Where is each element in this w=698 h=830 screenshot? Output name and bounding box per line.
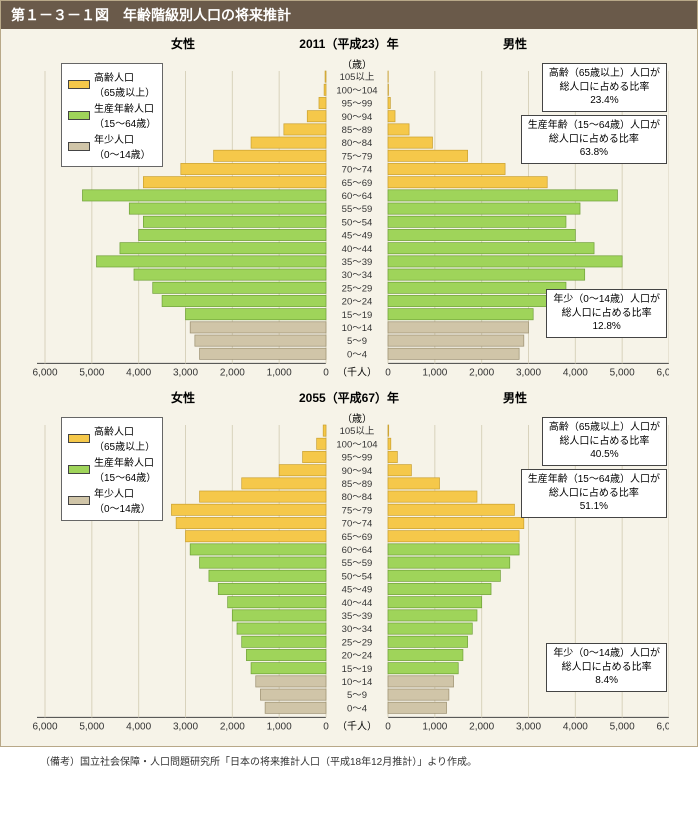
svg-text:30～34: 30～34 xyxy=(342,270,373,281)
svg-text:1,000: 1,000 xyxy=(422,722,447,733)
svg-text:95～99: 95～99 xyxy=(342,99,373,110)
svg-text:75～79: 75～79 xyxy=(342,151,373,162)
svg-text:（歳）: （歳） xyxy=(342,413,372,425)
svg-text:6,000: 6,000 xyxy=(656,367,669,378)
svg-text:50～54: 50～54 xyxy=(342,572,373,583)
svg-text:5,000: 5,000 xyxy=(79,367,104,378)
svg-text:5,000: 5,000 xyxy=(610,367,635,378)
svg-text:2,000: 2,000 xyxy=(469,722,494,733)
svg-text:6,000: 6,000 xyxy=(656,722,669,733)
svg-text:4,000: 4,000 xyxy=(563,367,588,378)
footnote: （備考）国立社会保障・人口問題研究所「日本の将来推計人口（平成18年12月推計）… xyxy=(0,747,698,770)
pyramid-block: 女性 2055（平成67）年 男性 高齢人口（65歳以上） 生産年齢人口（15～… xyxy=(1,383,697,737)
svg-text:80～84: 80～84 xyxy=(342,493,373,504)
svg-text:0: 0 xyxy=(385,367,391,378)
legend: 高齢人口（65歳以上） 生産年齢人口（15～64歳） 年少人口（0～14歳） xyxy=(61,417,163,521)
svg-text:5～9: 5～9 xyxy=(347,691,367,702)
svg-text:40～44: 40～44 xyxy=(342,244,373,255)
svg-text:2,000: 2,000 xyxy=(469,367,494,378)
callout: 高齢（65歳以上）人口が総人口に占める比率23.4% xyxy=(542,63,667,112)
svg-text:3,000: 3,000 xyxy=(516,367,541,378)
svg-text:40～44: 40～44 xyxy=(342,598,373,609)
svg-text:5,000: 5,000 xyxy=(610,722,635,733)
svg-text:5,000: 5,000 xyxy=(79,722,104,733)
svg-text:20～24: 20～24 xyxy=(342,651,373,662)
label-male: 男性 xyxy=(503,389,527,406)
label-year: 2055（平成67）年 xyxy=(299,389,399,406)
svg-text:70～74: 70～74 xyxy=(342,165,373,176)
svg-text:1,000: 1,000 xyxy=(267,367,292,378)
svg-text:2,000: 2,000 xyxy=(220,722,245,733)
svg-text:90～94: 90～94 xyxy=(342,466,373,477)
svg-text:85～89: 85～89 xyxy=(342,125,373,136)
svg-text:25～29: 25～29 xyxy=(342,283,373,294)
svg-text:3,000: 3,000 xyxy=(516,722,541,733)
svg-text:（千人）: （千人） xyxy=(337,366,377,378)
svg-text:90～94: 90～94 xyxy=(342,112,373,123)
svg-text:60～64: 60～64 xyxy=(342,191,373,202)
svg-text:4,000: 4,000 xyxy=(563,722,588,733)
svg-text:105以上: 105以上 xyxy=(340,72,375,83)
callout: 年少（0～14歳）人口が総人口に占める比率8.4% xyxy=(546,643,667,692)
svg-text:60～64: 60～64 xyxy=(342,545,373,556)
svg-text:0～4: 0～4 xyxy=(347,704,367,715)
svg-text:20～24: 20～24 xyxy=(342,297,373,308)
pyramid-block: 女性 2011（平成23）年 男性 高齢人口（65歳以上） 生産年齢人口（15～… xyxy=(1,29,697,383)
callout: 年少（0～14歳）人口が総人口に占める比率12.8% xyxy=(546,289,667,338)
figure-title: 第１－３－１図 年齢階級別人口の将来推計 xyxy=(1,1,697,29)
svg-text:65～69: 65～69 xyxy=(342,532,373,543)
svg-text:95～99: 95～99 xyxy=(342,453,373,464)
svg-text:15～19: 15～19 xyxy=(342,310,373,321)
svg-text:10～14: 10～14 xyxy=(342,323,373,334)
svg-text:70～74: 70～74 xyxy=(342,519,373,530)
svg-text:（歳）: （歳） xyxy=(342,59,372,71)
svg-text:55～59: 55～59 xyxy=(342,559,373,570)
svg-text:3,000: 3,000 xyxy=(173,367,198,378)
svg-text:30～34: 30～34 xyxy=(342,625,373,636)
callout: 高齢（65歳以上）人口が総人口に占める比率40.5% xyxy=(542,417,667,466)
svg-text:0: 0 xyxy=(323,722,329,733)
svg-text:4,000: 4,000 xyxy=(126,722,151,733)
svg-text:35～39: 35～39 xyxy=(342,611,373,622)
label-female: 女性 xyxy=(171,35,195,52)
callout: 生産年齢（15～64歳）人口が総人口に占める比率63.8% xyxy=(521,115,667,164)
svg-text:5～9: 5～9 xyxy=(347,336,367,347)
svg-text:（千人）: （千人） xyxy=(337,721,377,733)
svg-text:65～69: 65～69 xyxy=(342,178,373,189)
svg-text:10～14: 10～14 xyxy=(342,677,373,688)
svg-text:0～4: 0～4 xyxy=(347,349,367,360)
svg-text:50～54: 50～54 xyxy=(342,217,373,228)
label-male: 男性 xyxy=(503,35,527,52)
svg-text:105以上: 105以上 xyxy=(340,427,375,438)
chart-frame: 第１－３－１図 年齢階級別人口の将来推計 女性 2011（平成23）年 男性 高… xyxy=(0,0,698,747)
svg-text:100～104: 100～104 xyxy=(336,440,377,451)
svg-text:100～104: 100～104 xyxy=(336,85,377,96)
svg-text:45～49: 45～49 xyxy=(342,585,373,596)
svg-text:2,000: 2,000 xyxy=(220,367,245,378)
svg-text:15～19: 15～19 xyxy=(342,664,373,675)
svg-text:3,000: 3,000 xyxy=(173,722,198,733)
label-year: 2011（平成23）年 xyxy=(299,35,398,52)
svg-text:25～29: 25～29 xyxy=(342,638,373,649)
svg-text:0: 0 xyxy=(323,367,329,378)
svg-text:1,000: 1,000 xyxy=(422,367,447,378)
legend: 高齢人口（65歳以上） 生産年齢人口（15～64歳） 年少人口（0～14歳） xyxy=(61,63,163,167)
svg-text:85～89: 85～89 xyxy=(342,479,373,490)
svg-text:6,000: 6,000 xyxy=(32,367,57,378)
svg-text:0: 0 xyxy=(385,722,391,733)
svg-text:6,000: 6,000 xyxy=(32,722,57,733)
svg-text:80～84: 80～84 xyxy=(342,138,373,149)
svg-text:75～79: 75～79 xyxy=(342,506,373,517)
label-female: 女性 xyxy=(171,389,195,406)
svg-text:1,000: 1,000 xyxy=(267,722,292,733)
svg-text:35～39: 35～39 xyxy=(342,257,373,268)
svg-text:45～49: 45～49 xyxy=(342,231,373,242)
callout: 生産年齢（15～64歳）人口が総人口に占める比率51.1% xyxy=(521,469,667,518)
svg-text:4,000: 4,000 xyxy=(126,367,151,378)
svg-text:55～59: 55～59 xyxy=(342,204,373,215)
